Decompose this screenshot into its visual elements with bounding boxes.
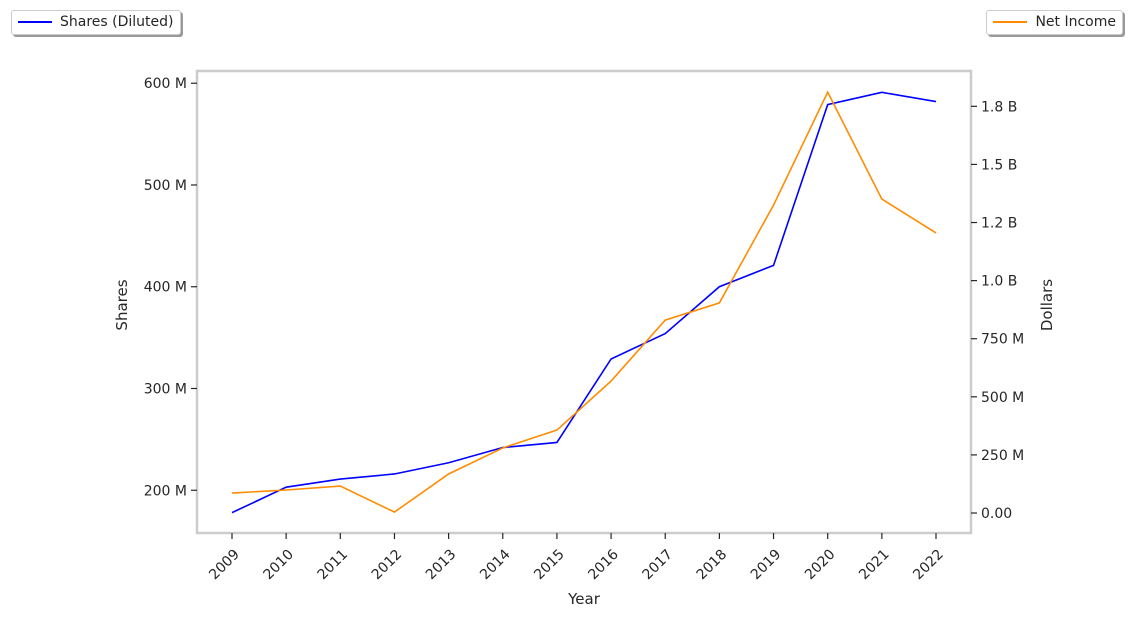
plot-frame [195,69,973,535]
x-tick-label: 2018 [694,547,731,584]
x-tick-label: 2016 [585,546,622,583]
legend-swatch-shares [18,21,52,23]
x-tick-label: 2021 [856,547,893,584]
x-tick-label: 2011 [315,547,352,584]
right-tick-label: 750 M [981,332,1024,348]
x-tick-label: 2020 [802,547,839,584]
series-line-shares [231,91,937,514]
legend-swatch-net-income [993,21,1028,23]
left-tick-label: 500 M [144,178,187,194]
x-tick-label: 2012 [369,547,406,584]
left-tick-label: 300 M [144,381,187,397]
legend-label-net-income: Net Income [1035,14,1116,30]
legend-net-income: Net Income [986,10,1123,35]
x-tick-label: 2010 [260,547,297,584]
x-tick-label: 2015 [531,547,568,584]
left-tick-label: 400 M [144,280,187,296]
x-tick-label: 2009 [206,547,243,584]
right-tick-label: 1.2 B [981,216,1017,232]
x-tick-label: 2013 [423,547,460,584]
x-tick-label: 2014 [477,546,514,583]
x-tick-label: 2019 [748,547,785,584]
left-axis-label: Shares [113,279,131,330]
legend-label-shares: Shares (Diluted) [60,14,174,30]
x-axis-label: Year [567,590,601,608]
x-tick-label: 2017 [640,547,677,584]
right-tick-label: 1.0 B [981,274,1017,290]
right-tick-label: 0.00 [981,506,1012,522]
right-tick-label: 250 M [981,448,1024,464]
right-tick-label: 1.5 B [981,157,1017,173]
x-tick-label: 2022 [910,547,947,584]
right-axis-label: Dollars [1038,279,1056,331]
left-tick-label: 600 M [144,76,187,92]
right-tick-label: 1.8 B [981,99,1017,115]
series-line-net-income [231,90,937,514]
legend-shares: Shares (Diluted) [11,10,181,35]
right-tick-label: 500 M [981,390,1024,406]
left-tick-label: 200 M [144,483,187,499]
